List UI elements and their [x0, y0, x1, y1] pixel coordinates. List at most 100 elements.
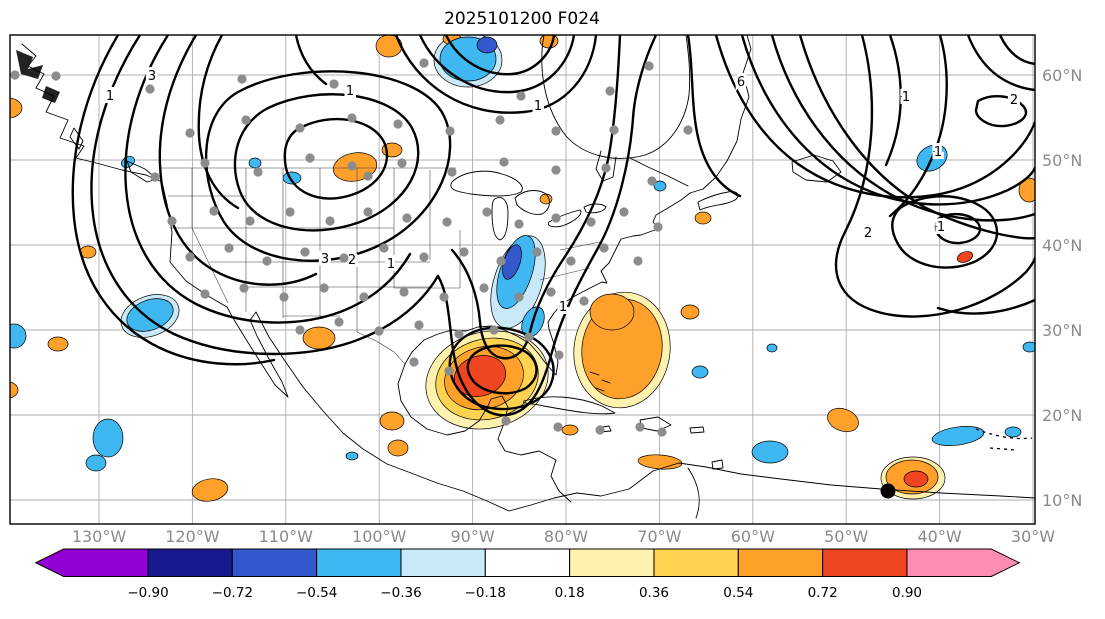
station-dots	[10, 58, 896, 499]
station-dot	[295, 123, 305, 133]
station-dot	[209, 206, 219, 216]
lat-tick-label: 50°N	[1042, 151, 1082, 170]
island-outline	[69, 127, 84, 150]
contour-label: 3	[148, 69, 156, 84]
lake-outline	[547, 209, 582, 228]
state-border-path	[539, 267, 591, 281]
station-dot	[554, 350, 564, 360]
anomaly-region	[539, 193, 553, 205]
contour-line	[444, 35, 556, 76]
colorbar-segment	[822, 548, 908, 577]
lon-tick-label: 100°W	[352, 527, 407, 546]
contour-label: 1	[106, 89, 114, 104]
anomaly-region	[47, 336, 69, 352]
station-dot	[399, 287, 409, 297]
island-outline	[589, 371, 611, 392]
station-dot	[185, 128, 195, 138]
colorbar-tick-label: 0.90	[892, 585, 922, 601]
station-dot	[657, 427, 667, 437]
station-dot	[10, 70, 20, 80]
contour-line	[204, 70, 452, 262]
station-dot	[374, 326, 384, 336]
station-dot	[482, 207, 492, 217]
contour-line	[90, 35, 658, 417]
lon-tick-label: 40°W	[918, 527, 962, 546]
colorbar: −0.90 −0.72 −0.54 −0.36 −0.18 0.18 0.36 0.54 0.7…	[34, 548, 1021, 601]
colorbar-left-arrow	[34, 548, 149, 577]
station-dot	[501, 416, 511, 426]
station-dot	[329, 79, 339, 89]
station-dot	[599, 243, 609, 253]
colorbar-segment	[484, 548, 571, 577]
station-dot	[653, 222, 663, 232]
lat-axis: 60°N 50°N 40°N 30°N 20°N 10°N	[1042, 66, 1082, 510]
station-dot	[479, 283, 489, 293]
contour-label: 1	[534, 99, 542, 114]
station-dot	[551, 165, 561, 175]
contour-label: 1	[937, 220, 945, 235]
station-dot	[553, 422, 563, 432]
station-dot	[459, 247, 469, 257]
station-dot	[439, 292, 449, 302]
contour-line	[740, 35, 1035, 206]
contour-line	[197, 35, 240, 210]
station-dot	[253, 167, 263, 177]
station-dot	[347, 161, 357, 171]
highlight-dot	[880, 483, 896, 499]
contour-label: 2	[1010, 93, 1018, 108]
station-dot	[224, 243, 234, 253]
station-dot	[683, 125, 693, 135]
station-dot	[635, 422, 645, 432]
anomaly-region	[653, 180, 667, 192]
station-dot	[300, 247, 310, 257]
station-dot	[359, 292, 369, 302]
anomaly-region	[387, 439, 409, 457]
station-dot	[514, 219, 524, 229]
lake-outline	[583, 203, 607, 214]
anomaly-region	[10, 381, 19, 399]
contour-line	[418, 35, 576, 94]
anomaly-region	[561, 424, 579, 436]
station-dot	[262, 256, 272, 266]
coastline-path	[404, 192, 691, 376]
colorbar-tick-label: −0.18	[465, 585, 506, 601]
colorbar-segment	[231, 548, 318, 577]
station-dot	[601, 163, 611, 173]
coastline-path	[629, 157, 689, 187]
anomaly-region	[637, 454, 683, 470]
colorbar-tick-label: 0.36	[639, 585, 669, 601]
anomaly-regions	[10, 35, 1035, 502]
colorbar-tick-label: −0.90	[127, 585, 168, 601]
contour-line	[884, 35, 902, 167]
station-dot	[566, 256, 576, 266]
anomaly-region	[589, 293, 635, 331]
station-dot	[516, 91, 526, 101]
station-dot	[633, 256, 643, 266]
lat-tick-label: 20°N	[1042, 406, 1082, 425]
station-dot	[334, 317, 344, 327]
anomaly-region	[931, 426, 985, 446]
lon-axis: 130°W 120°W 110°W 100°W 90°W 80°W 70°W 60°W 50°W…	[72, 527, 1055, 546]
contour-label: 1	[902, 90, 910, 105]
station-dot	[379, 243, 389, 253]
station-dot	[619, 207, 629, 217]
coastline-path	[697, 191, 739, 211]
contour-line	[936, 298, 1035, 315]
colorbar-segment	[653, 548, 739, 577]
station-dot	[586, 217, 596, 227]
contour-line	[233, 93, 420, 232]
station-dot	[347, 113, 357, 123]
lon-tick-label: 130°W	[72, 527, 127, 546]
station-dot	[319, 283, 329, 293]
lon-tick-label: 50°W	[824, 527, 868, 546]
station-dot	[241, 115, 251, 125]
contour-line	[934, 212, 982, 245]
anomaly-region	[10, 97, 23, 119]
island-outline	[689, 426, 705, 434]
dashed-contour	[975, 428, 1033, 440]
colorbar-tick-label: −0.54	[296, 585, 337, 601]
station-dot	[444, 366, 454, 376]
anomaly-region	[191, 478, 229, 502]
station-dot	[419, 252, 429, 262]
